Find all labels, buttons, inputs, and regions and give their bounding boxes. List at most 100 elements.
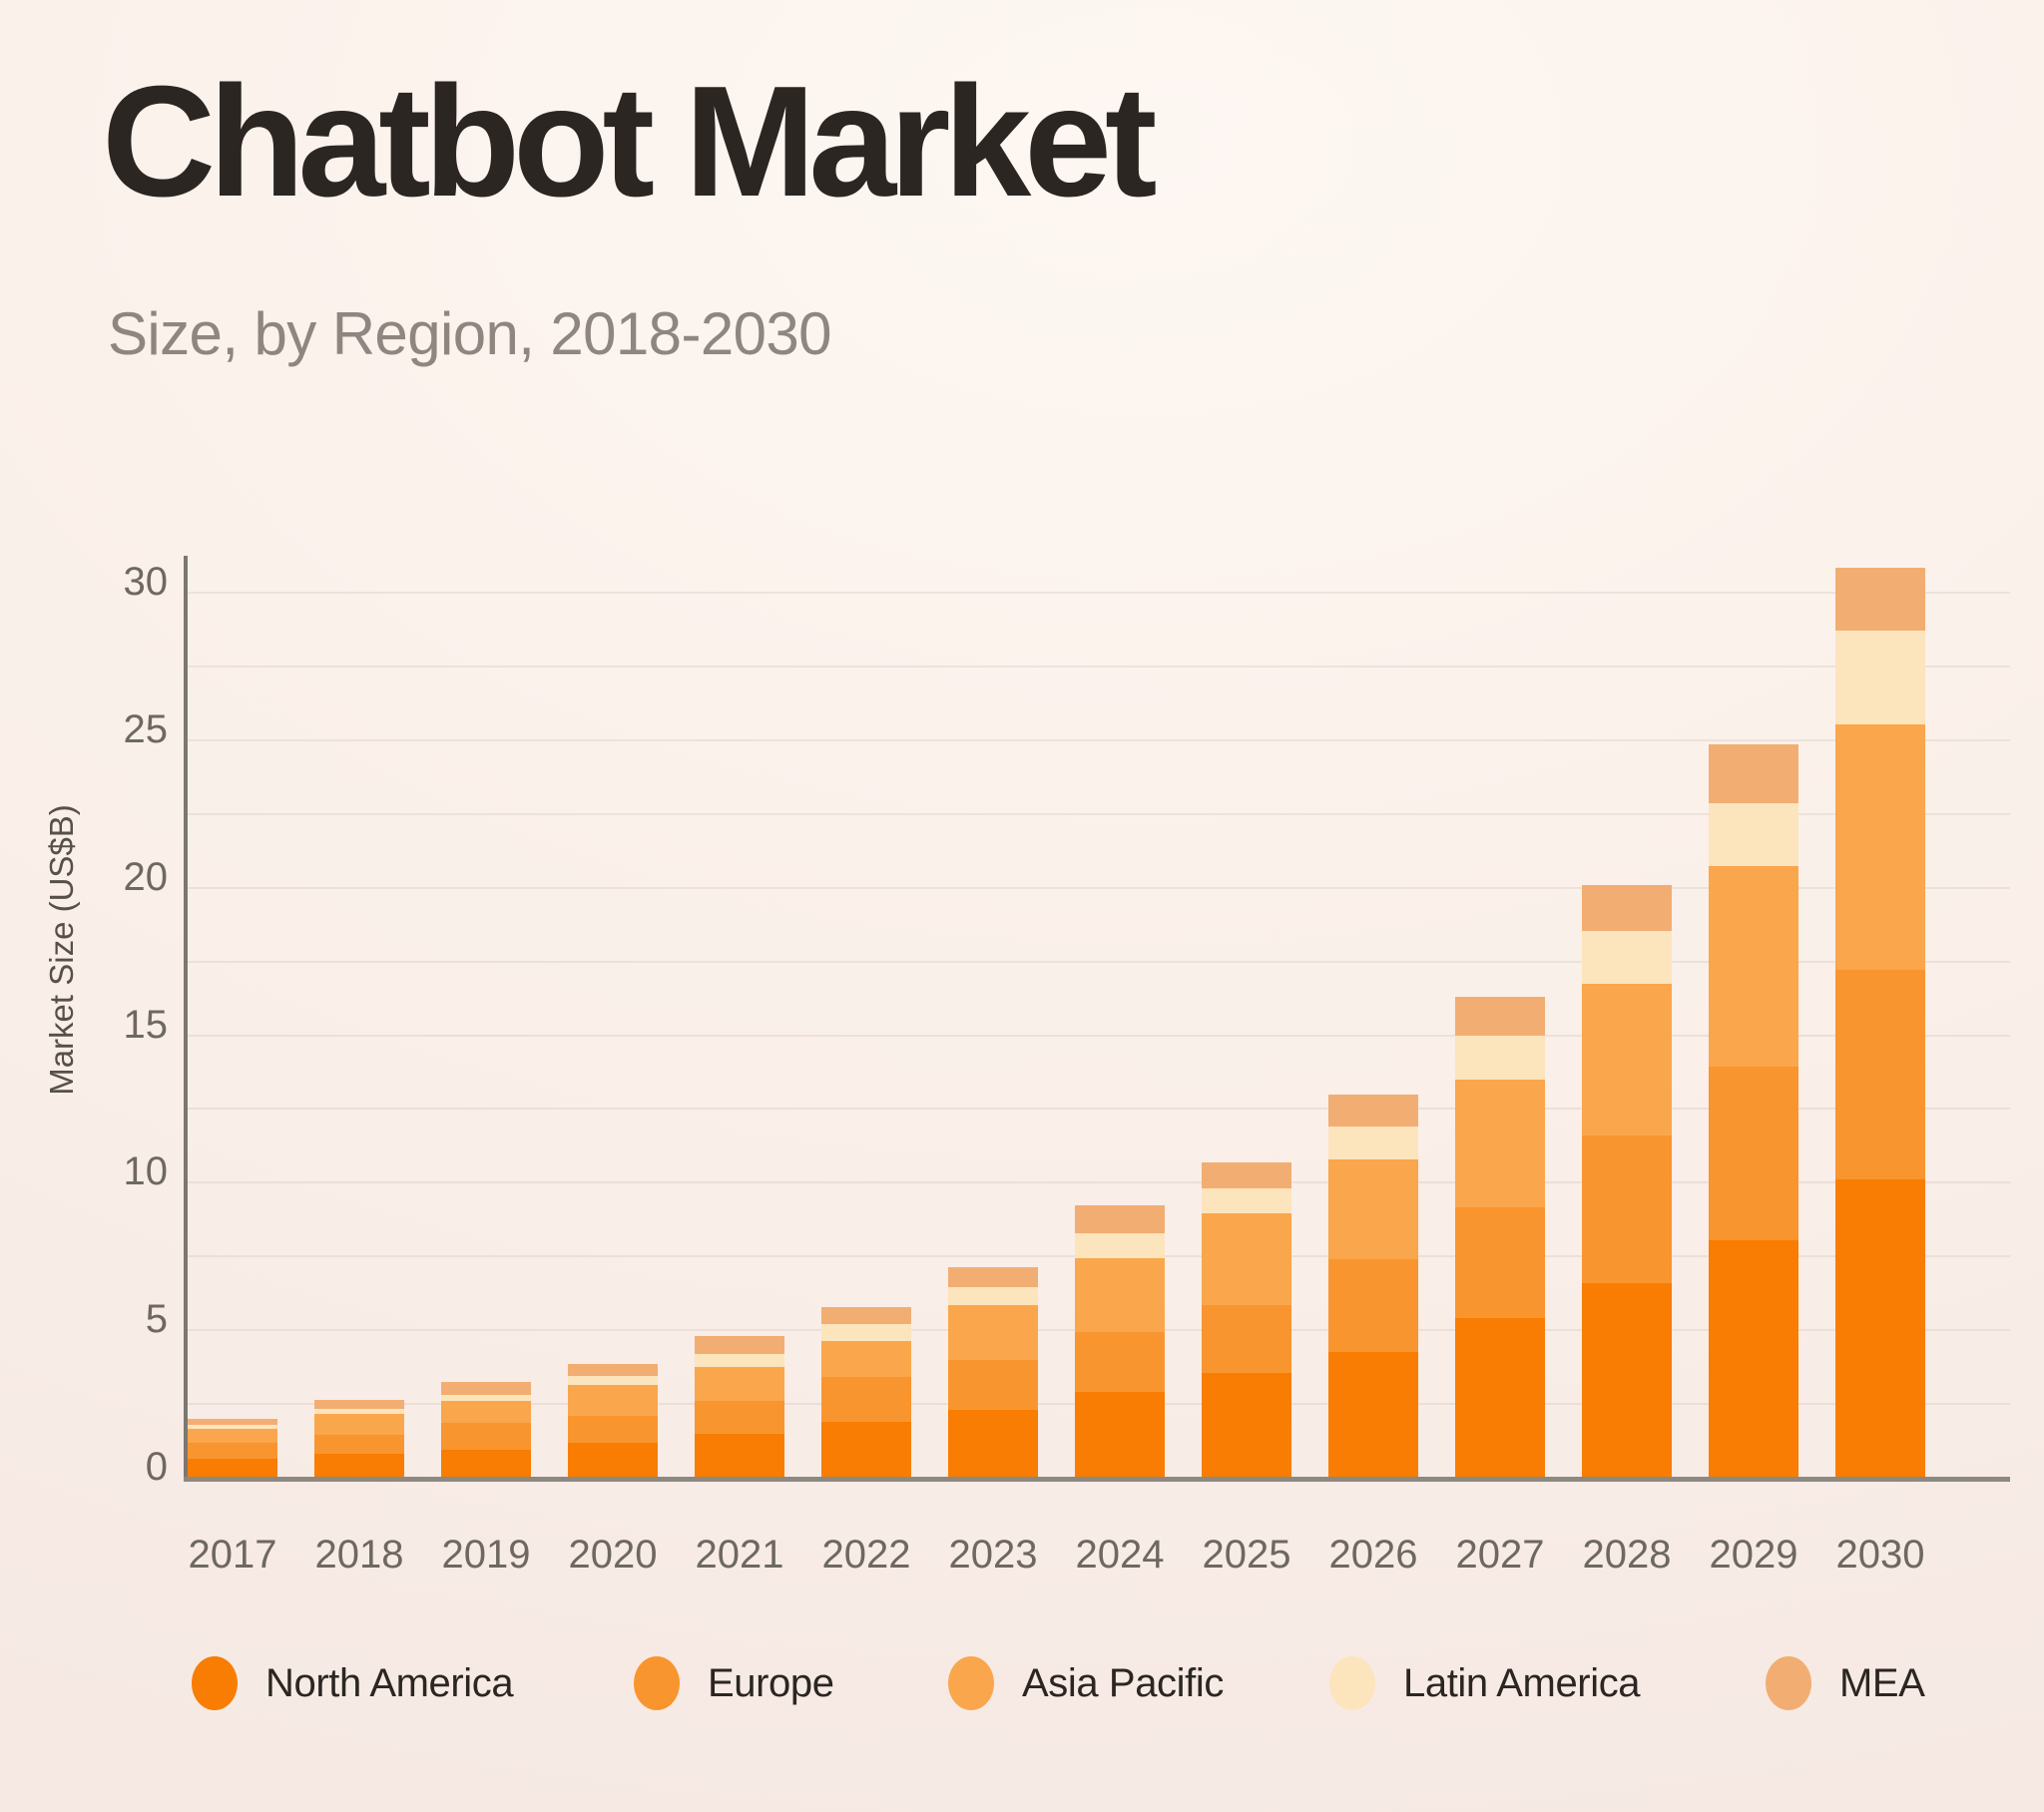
bar-segment-asia-pacific	[314, 1414, 404, 1436]
bar-segment-latin-america	[1075, 1232, 1165, 1258]
x-tick-label: 2020	[568, 1533, 658, 1577]
bar-segment-asia-pacific	[821, 1340, 911, 1378]
legend-item-asia-pacific: Asia Pacific	[948, 1651, 1224, 1715]
x-tick-label: 2030	[1835, 1533, 1925, 1577]
x-tick-label: 2027	[1455, 1533, 1545, 1577]
bar-segment-europe	[188, 1442, 277, 1459]
bar-segment-north-america	[1709, 1239, 1798, 1478]
bar-segment-asia-pacific	[1455, 1079, 1545, 1208]
bar-segment-north-america	[568, 1442, 658, 1478]
bar-2026	[1328, 1094, 1418, 1478]
y-tick-label: 0	[145, 1445, 168, 1489]
x-tick-label: 2025	[1202, 1533, 1291, 1577]
bar-segment-mea	[821, 1306, 911, 1325]
bar-2030	[1835, 567, 1925, 1478]
bar-segment-north-america	[821, 1421, 911, 1478]
x-tick-label: 2023	[948, 1533, 1038, 1577]
bar-segment-asia-pacific	[568, 1384, 658, 1416]
gridline	[188, 1034, 2010, 1037]
y-tick-label: 20	[123, 854, 169, 899]
bar-segment-north-america	[441, 1449, 531, 1478]
bar-segment-mea	[568, 1364, 658, 1377]
bar-segment-asia-pacific	[695, 1367, 784, 1402]
bar-segment-north-america	[188, 1458, 277, 1478]
bar-segment-europe	[1709, 1066, 1798, 1240]
bar-segment-asia-pacific	[188, 1429, 277, 1443]
gridline	[188, 665, 2010, 668]
x-axis-line	[184, 1477, 2010, 1482]
bar-segment-europe	[1075, 1331, 1165, 1393]
bar-segment-latin-america	[1202, 1188, 1291, 1214]
bar-segment-mea	[314, 1399, 404, 1409]
bar-segment-latin-america	[188, 1424, 277, 1430]
legend-item-north-america: North America	[192, 1651, 514, 1715]
bar-segment-asia-pacific	[1328, 1158, 1418, 1260]
legend-label: Latin America	[1403, 1660, 1641, 1705]
bar-segment-latin-america	[1709, 803, 1798, 866]
x-tick-label: 2026	[1328, 1533, 1418, 1577]
bar-segment-mea	[948, 1266, 1038, 1288]
x-tick-label: 2024	[1075, 1533, 1165, 1577]
bar-2028	[1582, 884, 1672, 1478]
bar-segment-europe	[1835, 970, 1925, 1180]
bar-segment-asia-pacific	[1709, 865, 1798, 1067]
bar-segment-asia-pacific	[441, 1401, 531, 1424]
bar-segment-latin-america	[695, 1353, 784, 1368]
x-tick-label: 2029	[1709, 1533, 1798, 1577]
x-tick-label: 2017	[188, 1533, 277, 1577]
bar-segment-latin-america	[821, 1324, 911, 1341]
legend-color-dot-icon	[1329, 1656, 1375, 1710]
x-tick-label: 2019	[441, 1533, 531, 1577]
bar-segment-europe	[568, 1415, 658, 1443]
bar-segment-europe	[948, 1359, 1038, 1410]
bar-2024	[1075, 1204, 1165, 1478]
bar-segment-mea	[1835, 567, 1925, 632]
bar-segment-asia-pacific	[1075, 1257, 1165, 1332]
bar-segment-north-america	[948, 1409, 1038, 1478]
gridline	[188, 812, 2010, 815]
bar-segment-mea	[1202, 1161, 1291, 1189]
bar-segment-europe	[1582, 1135, 1672, 1283]
bar-segment-north-america	[1202, 1373, 1291, 1478]
gridline	[188, 1181, 2010, 1184]
legend-label: MEA	[1839, 1660, 1925, 1705]
y-tick-label: 30	[123, 560, 169, 604]
bar-segment-north-america	[1455, 1318, 1545, 1478]
bar-segment-north-america	[1835, 1179, 1925, 1478]
bar-segment-mea	[1075, 1204, 1165, 1233]
bar-segment-europe	[1328, 1259, 1418, 1353]
legend-item-latin-america: Latin America	[1329, 1651, 1641, 1715]
x-tick-label: 2028	[1582, 1533, 1672, 1577]
gridline	[188, 738, 2010, 741]
bar-segment-mea	[1709, 744, 1798, 804]
bar-2029	[1709, 744, 1798, 1478]
gridline	[188, 592, 2010, 594]
bar-segment-europe	[695, 1401, 784, 1434]
bar-segment-latin-america	[1582, 930, 1672, 984]
y-tick-label: 25	[123, 706, 169, 751]
legend-label: North America	[265, 1660, 514, 1705]
bar-segment-latin-america	[948, 1287, 1038, 1306]
bar-2027	[1455, 997, 1545, 1478]
bar-2025	[1202, 1161, 1291, 1478]
bar-segment-mea	[441, 1381, 531, 1396]
x-tick-label: 2022	[821, 1533, 911, 1577]
page-subtitle: Size, by Region, 2018-2030	[108, 300, 832, 367]
bar-segment-latin-america	[314, 1408, 404, 1415]
bar-segment-asia-pacific	[948, 1305, 1038, 1360]
bar-2020	[568, 1364, 658, 1478]
bar-2017	[188, 1418, 277, 1478]
bar-segment-north-america	[314, 1454, 404, 1478]
x-tick-label: 2018	[314, 1533, 404, 1577]
y-axis-title: Market Size (US$B)	[43, 804, 80, 1096]
bar-segment-mea	[695, 1336, 784, 1354]
bar-segment-latin-america	[1328, 1127, 1418, 1159]
bar-segment-north-america	[1328, 1352, 1418, 1478]
bar-segment-europe	[1202, 1305, 1291, 1374]
bar-2022	[821, 1306, 911, 1478]
y-axis-line	[184, 556, 188, 1482]
bar-segment-north-america	[1075, 1392, 1165, 1478]
legend-item-mea: MEA	[1766, 1651, 1925, 1715]
x-tick-label: 2021	[695, 1533, 784, 1577]
gridline	[188, 960, 2010, 963]
